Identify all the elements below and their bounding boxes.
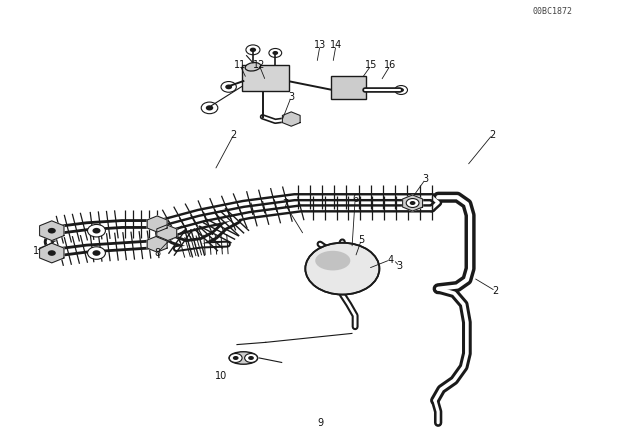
Circle shape [305, 243, 380, 295]
Circle shape [92, 250, 100, 256]
Circle shape [410, 201, 415, 205]
Ellipse shape [245, 63, 260, 71]
Circle shape [221, 82, 236, 92]
Circle shape [273, 51, 278, 55]
Text: 4: 4 [387, 255, 394, 265]
Ellipse shape [229, 352, 258, 364]
Polygon shape [147, 236, 167, 252]
Circle shape [88, 247, 106, 259]
Text: 2: 2 [230, 129, 237, 140]
Text: 3: 3 [288, 92, 294, 102]
Text: 3: 3 [422, 174, 428, 184]
Circle shape [233, 356, 239, 360]
Text: 2: 2 [493, 286, 499, 296]
Text: 14: 14 [330, 40, 342, 50]
Text: 3: 3 [397, 262, 403, 271]
Ellipse shape [316, 251, 350, 271]
Circle shape [246, 45, 260, 55]
Circle shape [250, 47, 256, 52]
Polygon shape [147, 216, 167, 232]
Text: 7: 7 [282, 199, 288, 209]
Text: 15: 15 [365, 60, 377, 70]
Circle shape [244, 353, 257, 362]
FancyBboxPatch shape [242, 65, 289, 91]
Text: 10: 10 [215, 371, 227, 381]
Circle shape [395, 86, 408, 95]
Circle shape [248, 356, 254, 360]
Polygon shape [282, 112, 300, 126]
Text: 2: 2 [490, 129, 495, 140]
Polygon shape [403, 195, 422, 211]
Text: 8: 8 [154, 248, 160, 258]
Text: 9: 9 [317, 418, 323, 428]
Text: 5: 5 [358, 235, 365, 245]
Text: 6: 6 [352, 194, 358, 204]
Text: 12: 12 [253, 60, 266, 70]
Text: 16: 16 [384, 60, 396, 70]
Circle shape [48, 228, 56, 233]
Text: 00BC1872: 00BC1872 [532, 7, 572, 16]
Text: 11: 11 [234, 60, 246, 70]
Circle shape [229, 353, 242, 362]
Circle shape [269, 48, 282, 57]
Text: 1: 1 [33, 246, 39, 256]
Circle shape [398, 88, 404, 92]
Circle shape [48, 250, 56, 256]
Circle shape [336, 84, 351, 95]
Circle shape [340, 87, 347, 91]
Circle shape [225, 85, 232, 89]
Polygon shape [40, 243, 64, 263]
Circle shape [43, 247, 61, 259]
Polygon shape [157, 225, 177, 241]
Circle shape [92, 228, 100, 233]
Text: 13: 13 [314, 40, 326, 50]
Circle shape [206, 105, 213, 111]
Circle shape [406, 198, 419, 207]
Circle shape [43, 224, 61, 237]
Circle shape [201, 102, 218, 114]
FancyBboxPatch shape [332, 76, 366, 99]
Circle shape [88, 224, 106, 237]
Polygon shape [40, 221, 64, 241]
